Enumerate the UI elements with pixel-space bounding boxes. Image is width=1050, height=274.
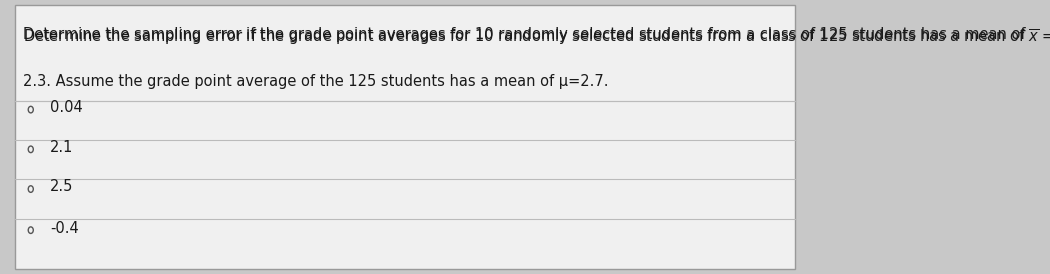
Text: Determine the sampling error if the grade point averages for 10 randomly selecte: Determine the sampling error if the grad… (23, 27, 1030, 42)
Text: 2.5: 2.5 (50, 179, 74, 195)
Text: 2.1: 2.1 (50, 140, 74, 155)
Text: 0.04: 0.04 (50, 100, 83, 115)
FancyBboxPatch shape (15, 5, 795, 269)
Text: 2.3. Assume the grade point average of the 125 students has a mean of μ=2.7.: 2.3. Assume the grade point average of t… (23, 74, 608, 89)
Text: Determine the sampling error if the grade point averages for 10 randomly selecte: Determine the sampling error if the grad… (23, 27, 1050, 47)
Text: -0.4: -0.4 (50, 221, 79, 236)
